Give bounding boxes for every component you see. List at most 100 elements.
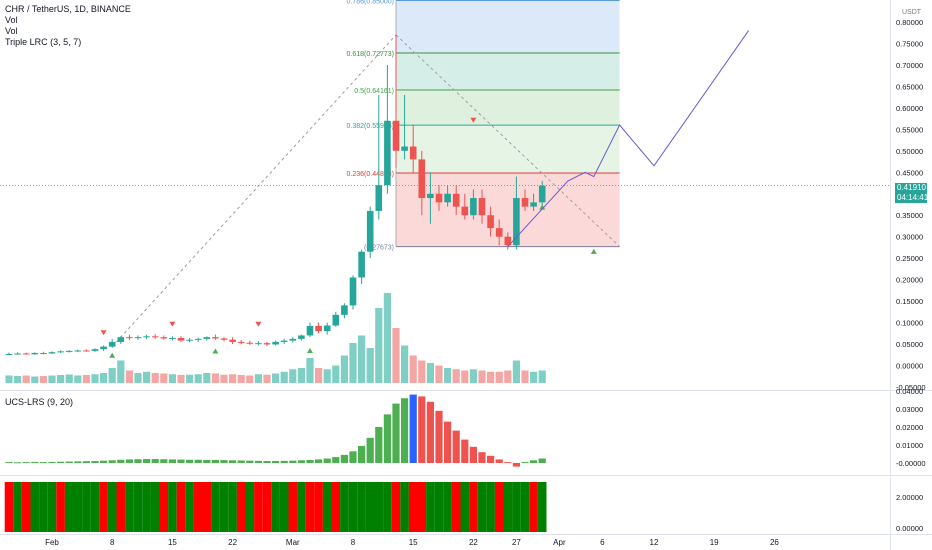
binary-bar <box>460 482 470 532</box>
fib-level-label: 0.5(0.64161) <box>354 88 394 95</box>
candle-body <box>375 185 383 211</box>
candle-body <box>452 193 460 207</box>
oscillator-bar <box>478 452 486 463</box>
oscillator-bar <box>289 460 297 463</box>
candle-body <box>48 352 56 354</box>
volume-bar <box>375 308 383 383</box>
time-axis-label: 8 <box>110 538 115 547</box>
time-axis-label: 15 <box>409 538 418 547</box>
binary-bar <box>426 482 435 532</box>
fib-level-label: 0.786(0.85000) <box>347 0 394 6</box>
oscillator-bar <box>383 414 391 463</box>
oscillator-bar <box>297 460 305 463</box>
sell-signal-marker <box>470 117 477 123</box>
candle-body <box>470 198 477 216</box>
oscillator-bar <box>323 458 331 463</box>
binary-bar <box>512 482 521 532</box>
oscillator-bar <box>100 460 108 463</box>
candle-body <box>194 338 202 340</box>
binary-bar <box>297 482 306 532</box>
time-axis-label: Apr <box>553 538 566 547</box>
time-axis-label: 22 <box>469 538 478 547</box>
candle-body <box>444 193 451 203</box>
volume-bar <box>418 360 426 383</box>
candle-body <box>126 337 133 339</box>
candle-body <box>323 325 331 332</box>
oscillator-bar <box>22 462 30 464</box>
volume-bar <box>297 368 305 383</box>
time-axis-label: 26 <box>770 538 779 547</box>
currency-label: USDT <box>902 9 922 16</box>
oscillator-bar <box>48 461 56 463</box>
sell-signal-marker <box>169 321 176 327</box>
oscillator-bar <box>272 461 280 463</box>
binary-bar <box>417 482 427 532</box>
binary-bar <box>348 482 358 532</box>
projection-line <box>507 30 750 247</box>
oscillator-bar <box>495 459 503 463</box>
oscillator-bar <box>160 459 168 463</box>
volume-bar <box>469 369 477 383</box>
volume-bar <box>315 368 323 383</box>
price-tick-label: 0.70000 <box>896 61 923 70</box>
oscillator-bar <box>280 460 288 463</box>
candle-body <box>392 120 400 151</box>
binary-bar <box>116 482 126 532</box>
oscillator-bar <box>229 460 237 463</box>
binary-bar <box>211 482 220 532</box>
volume-bar <box>263 374 271 383</box>
candle-body <box>31 353 39 355</box>
oscillator-bar <box>168 459 176 463</box>
binary-tick-label: 2.00000 <box>896 493 923 502</box>
oscillator-bar <box>177 459 185 463</box>
volume-bar <box>203 373 211 383</box>
volume-bar <box>392 328 400 383</box>
binary-bar <box>4 482 14 532</box>
candle-body <box>177 338 185 341</box>
oscillator-bar <box>375 427 383 463</box>
candle-body <box>461 206 469 216</box>
volume-bar <box>14 376 22 383</box>
time-axis-label: 19 <box>710 538 719 547</box>
binary-bar <box>408 482 418 532</box>
candle-body <box>401 146 408 151</box>
candle-body <box>384 120 391 186</box>
time-axis-label: 22 <box>228 538 237 547</box>
candle-body <box>246 342 254 344</box>
binary-bar <box>529 482 538 532</box>
vol-legend-2: Vol <box>5 26 18 36</box>
oscillator-bar <box>134 459 142 463</box>
volume-bar <box>487 371 495 383</box>
oscillator-bar <box>57 461 65 463</box>
volume-bar <box>211 373 219 383</box>
price-tick-label: 0.10000 <box>896 319 923 328</box>
volume-bar <box>478 370 486 383</box>
oscillator-tick-label: -0.00000 <box>896 459 926 468</box>
oscillator-bar <box>487 455 495 463</box>
volume-bar <box>349 343 357 383</box>
oscillator-bar <box>392 403 400 463</box>
time-axis-label: 12 <box>650 538 659 547</box>
candle-body <box>358 251 365 278</box>
volume-bar <box>91 374 99 383</box>
candle-body <box>366 210 374 252</box>
candle-body <box>117 337 125 342</box>
candle-body <box>74 350 82 352</box>
oscillator-bar <box>409 394 417 463</box>
candle-body <box>315 325 322 332</box>
binary-bar <box>365 482 375 532</box>
binary-bar <box>305 482 315 532</box>
volume-bar <box>108 368 116 383</box>
volume-bar <box>272 373 280 383</box>
volume-bar <box>254 374 262 383</box>
candle-body <box>91 349 99 351</box>
binary-bar <box>288 482 298 532</box>
oscillator-tick-label: 0.02000 <box>896 423 923 432</box>
volume-bar <box>125 370 133 383</box>
buy-signal-marker <box>212 348 219 354</box>
candle-body <box>5 353 13 355</box>
volume-bar <box>426 363 434 383</box>
oscillator-bar <box>91 461 99 463</box>
volume-bar <box>100 373 108 383</box>
